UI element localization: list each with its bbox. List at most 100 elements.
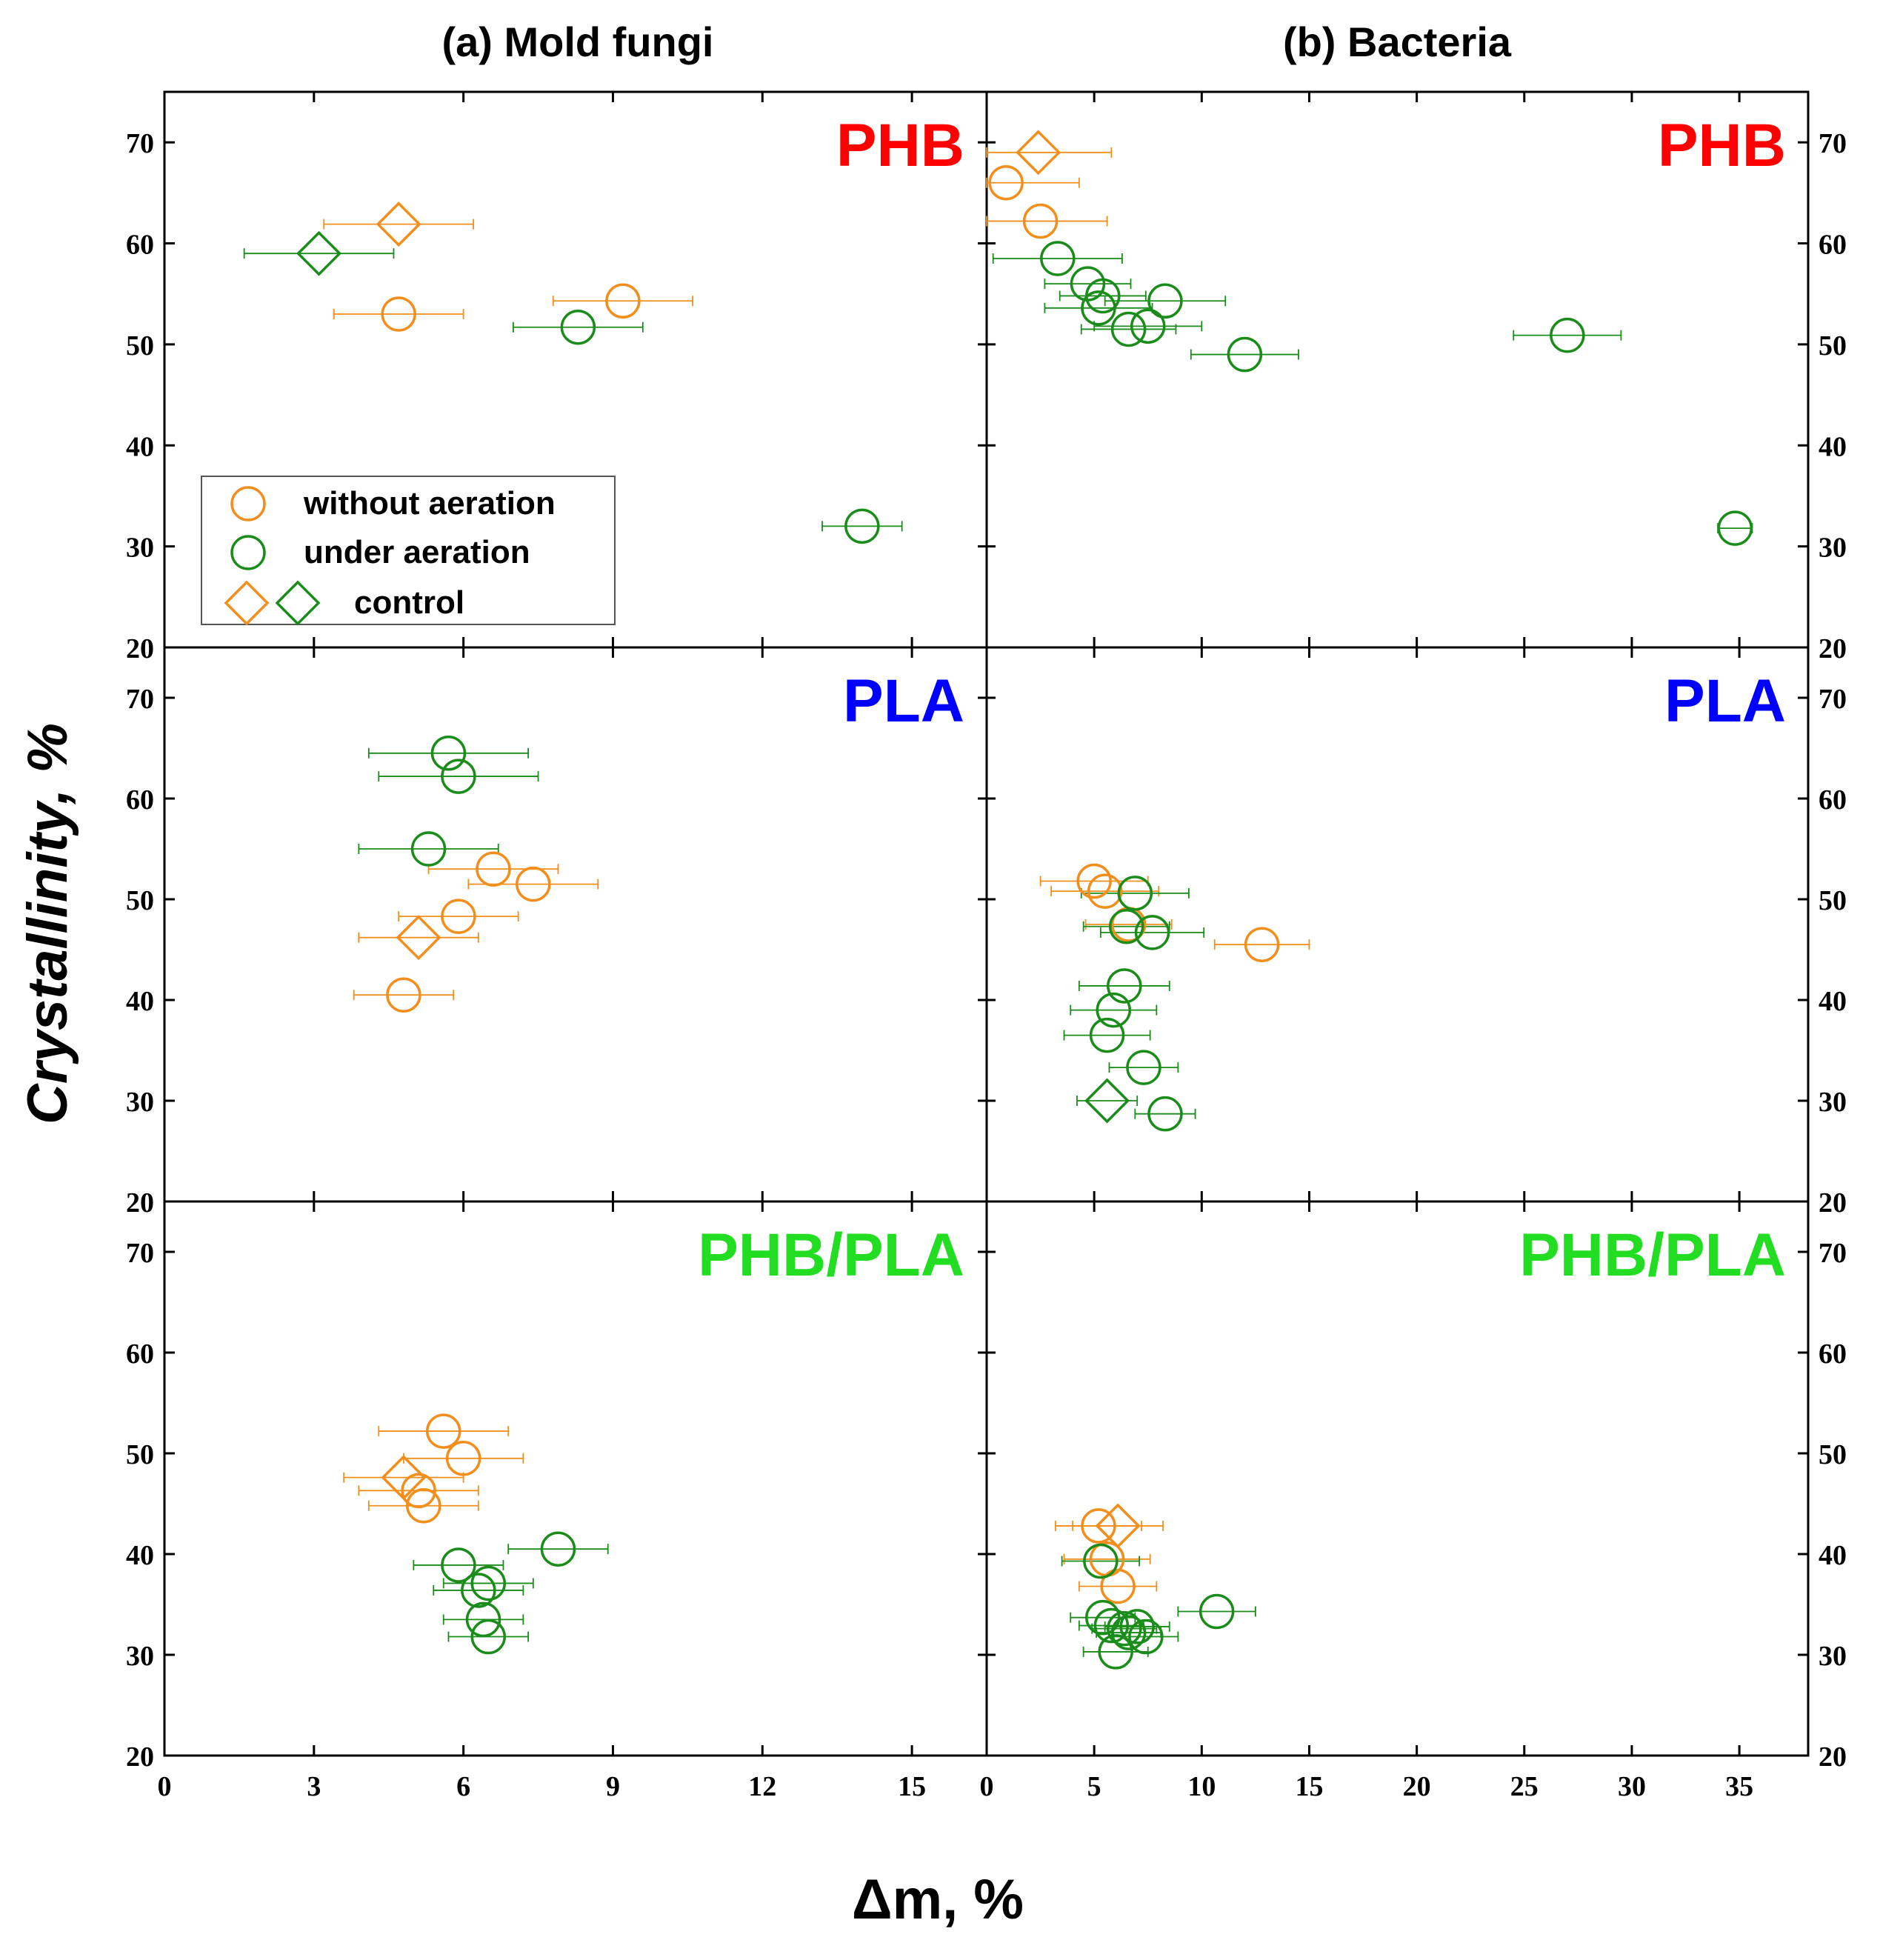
data-point [1107, 968, 1142, 1004]
control-point [1084, 1078, 1130, 1124]
y-tick-label: 60 [126, 230, 154, 261]
y-tick-label: 30 [1819, 1087, 1847, 1118]
material-label: PLA [843, 667, 964, 735]
material-label: PHB [836, 112, 964, 179]
data-point [410, 831, 447, 867]
data-point [1083, 1543, 1119, 1579]
x-tick-label: 5 [1087, 1771, 1101, 1802]
data-point [1147, 1096, 1183, 1132]
x-tick-label: 6 [456, 1771, 470, 1802]
control-point [1095, 1503, 1141, 1549]
legend-control-orange [224, 580, 270, 626]
material-label: PHB/PLA [698, 1221, 964, 1289]
data-point [1717, 510, 1753, 546]
data-point [1085, 1599, 1121, 1636]
y-tick-label: 20 [1819, 1187, 1847, 1219]
y-tick-label: 40 [1819, 431, 1847, 462]
data-point [1119, 1609, 1155, 1644]
data-point [605, 283, 641, 319]
x-tick-label: 10 [1187, 1771, 1216, 1802]
y-tick-label: 20 [126, 1741, 154, 1773]
y-tick-label: 30 [126, 1087, 154, 1118]
data-point [470, 1565, 507, 1601]
legend-box [201, 476, 616, 625]
y-tick-label: 30 [126, 1641, 154, 1672]
y-tick-label: 70 [126, 128, 154, 159]
data-point [1550, 317, 1585, 353]
x-tick-label: 0 [158, 1771, 172, 1802]
data-point [1110, 1615, 1147, 1650]
data-point [465, 1601, 501, 1638]
y-tick-label: 60 [1819, 1339, 1847, 1370]
data-point [441, 759, 476, 794]
material-label: PHB/PLA [1519, 1221, 1786, 1289]
y-tick-label: 50 [1819, 1439, 1847, 1470]
legend-label-control: control [354, 584, 464, 621]
data-point [381, 296, 416, 332]
data-point [1128, 1619, 1164, 1655]
data-point [1089, 1017, 1125, 1053]
x-tick-label: 25 [1510, 1771, 1539, 1802]
legend-label-without-aeration: without aeration [303, 485, 556, 521]
data-point [230, 486, 266, 521]
y-tick-label: 20 [126, 1187, 154, 1219]
y-tick-label: 50 [126, 885, 154, 916]
data-point [1107, 1610, 1142, 1647]
y-tick-label: 40 [126, 986, 154, 1017]
data-point [1134, 915, 1170, 950]
data-point [1081, 1508, 1116, 1544]
data-point [401, 1473, 436, 1509]
data-point [1087, 873, 1123, 909]
x-tick-label: 15 [898, 1771, 926, 1802]
control-point [396, 915, 441, 961]
column-title-bacteria: (b) Bacteria [1283, 19, 1512, 65]
data-point [1117, 876, 1153, 911]
data-point [1147, 283, 1183, 319]
y-tick-label: 20 [1819, 1741, 1847, 1773]
data-point [386, 977, 421, 1013]
data-point [441, 899, 476, 934]
data-point [470, 1619, 507, 1655]
y-tick-label: 70 [126, 1238, 154, 1269]
legend: without aeration under aeration control [201, 476, 616, 626]
column-title-mold-fungi: (a) Mold fungi [441, 19, 713, 65]
y-tick-label: 60 [1819, 784, 1847, 816]
control-point [1016, 130, 1061, 176]
y-tick-label: 50 [1819, 330, 1847, 361]
x-tick-label: 15 [1295, 1771, 1323, 1802]
data-point [844, 508, 880, 544]
data-point [1130, 308, 1166, 344]
data-point [1126, 1050, 1161, 1085]
data-point [1096, 992, 1132, 1028]
control-point [376, 201, 421, 247]
legend-label-under-aeration: under aeration [304, 534, 530, 570]
data-point [406, 1487, 441, 1524]
data-point [1093, 1607, 1130, 1644]
data-point [1040, 241, 1076, 276]
data-point [1081, 290, 1116, 326]
data-point [1076, 863, 1112, 899]
data-point [476, 851, 511, 887]
y-tick-label: 40 [126, 431, 154, 462]
y-tick-label: 20 [126, 633, 154, 664]
data-point [230, 535, 266, 570]
y-tick-label: 70 [1819, 684, 1847, 715]
data-point [425, 1413, 461, 1449]
data-point [1098, 1634, 1133, 1670]
y-tick-label: 60 [126, 784, 154, 816]
data-point [988, 164, 1024, 201]
data-point [461, 1573, 496, 1608]
data-point [516, 866, 551, 902]
y-tick-label: 40 [126, 1540, 154, 1571]
y-tick-label: 40 [1819, 1540, 1847, 1571]
data-point [1100, 1568, 1136, 1604]
y-tick-label: 60 [126, 1339, 154, 1370]
data-point [1227, 336, 1263, 373]
y-tick-label: 20 [1819, 633, 1847, 664]
x-tick-label: 20 [1403, 1771, 1431, 1802]
data-point [441, 1547, 476, 1583]
x-tick-label: 0 [980, 1771, 994, 1802]
y-tick-label: 50 [126, 1439, 154, 1470]
y-tick-label: 50 [1819, 885, 1847, 916]
